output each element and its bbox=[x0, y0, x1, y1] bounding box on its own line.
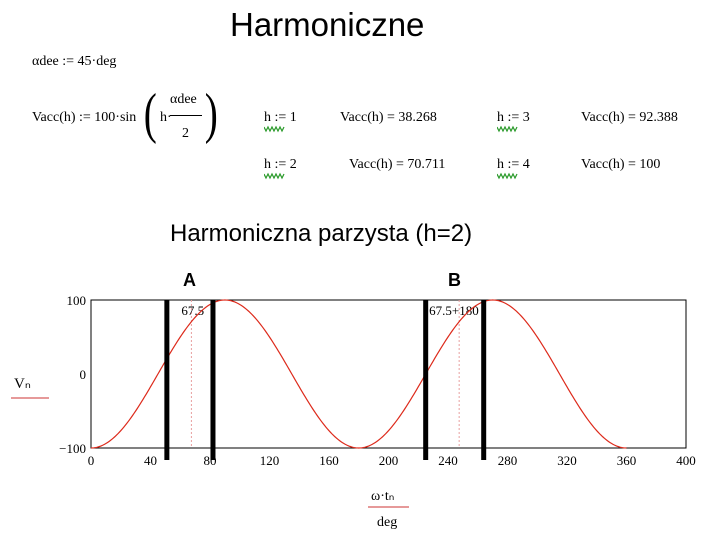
h-def-4: h := 4 bbox=[497, 157, 547, 183]
y-tick-label-1: 0 bbox=[80, 367, 87, 382]
x-axis-label-numerator: ω·tₙ bbox=[371, 489, 394, 504]
series-line-vacc bbox=[90, 299, 627, 449]
marker-label-b: B bbox=[448, 270, 461, 290]
vline-label-0: 67.5 bbox=[181, 303, 204, 318]
paren-right: ) bbox=[204, 83, 218, 145]
x-tick-label-9: 360 bbox=[617, 453, 637, 468]
x-tick-label-0: 0 bbox=[88, 453, 95, 468]
page-title: Harmoniczne bbox=[230, 6, 425, 43]
adee-definition: αdee := 45·deg bbox=[32, 54, 117, 69]
vacc-numerator: αdee bbox=[170, 92, 197, 107]
vline-label-1: 67.5+180 bbox=[429, 303, 479, 318]
x-tick-label-7: 280 bbox=[498, 453, 518, 468]
squiggle-icon bbox=[264, 125, 285, 133]
vacc-denominator: 2 bbox=[182, 126, 189, 141]
squiggle-icon bbox=[497, 125, 518, 133]
chart-svg: 67.5 67.5+180 0 40 80 120 160 200 240 280 320 360 4… bbox=[11, 293, 696, 530]
fraction-bar bbox=[170, 115, 202, 116]
x-tick-label-1: 40 bbox=[144, 453, 157, 468]
vacc-result-3: Vacc(h) = 92.388 bbox=[581, 110, 678, 125]
vacc-h: h· bbox=[160, 110, 172, 125]
x-tick-label-2: 80 bbox=[204, 453, 217, 468]
x-tick-label-4: 160 bbox=[319, 453, 339, 468]
x-tick-label-6: 240 bbox=[438, 453, 458, 468]
marker-label-a: A bbox=[183, 270, 196, 290]
vacc-result-1: Vacc(h) = 38.268 bbox=[340, 110, 437, 125]
paren-left: ( bbox=[143, 83, 157, 145]
h-def-3: h := 3 bbox=[497, 110, 547, 136]
vacc-result-4: Vacc(h) = 100 bbox=[581, 157, 661, 172]
vacc-lhs: Vacc(h) := 100·sin bbox=[32, 110, 137, 125]
squiggle-icon bbox=[264, 172, 285, 180]
y-tick-label-2: −100 bbox=[59, 441, 86, 456]
plot-area bbox=[90, 299, 687, 449]
x-tick-label-10: 400 bbox=[676, 453, 696, 468]
x-tick-label-5: 200 bbox=[379, 453, 399, 468]
x-tick-label-3: 120 bbox=[260, 453, 280, 468]
x-axis-label-denominator: deg bbox=[377, 515, 397, 530]
squiggle-icon bbox=[497, 172, 518, 180]
h-def-2: h := 2 bbox=[264, 157, 314, 183]
h-def-1: h := 1 bbox=[264, 110, 314, 136]
x-tick-label-8: 320 bbox=[557, 453, 577, 468]
y-axis-label: Vₙ bbox=[14, 376, 31, 392]
y-tick-label-0: 100 bbox=[67, 293, 87, 308]
chart-subtitle: Harmoniczna parzysta (h=2) bbox=[170, 220, 473, 247]
vacc-result-2: Vacc(h) = 70.711 bbox=[349, 157, 446, 172]
